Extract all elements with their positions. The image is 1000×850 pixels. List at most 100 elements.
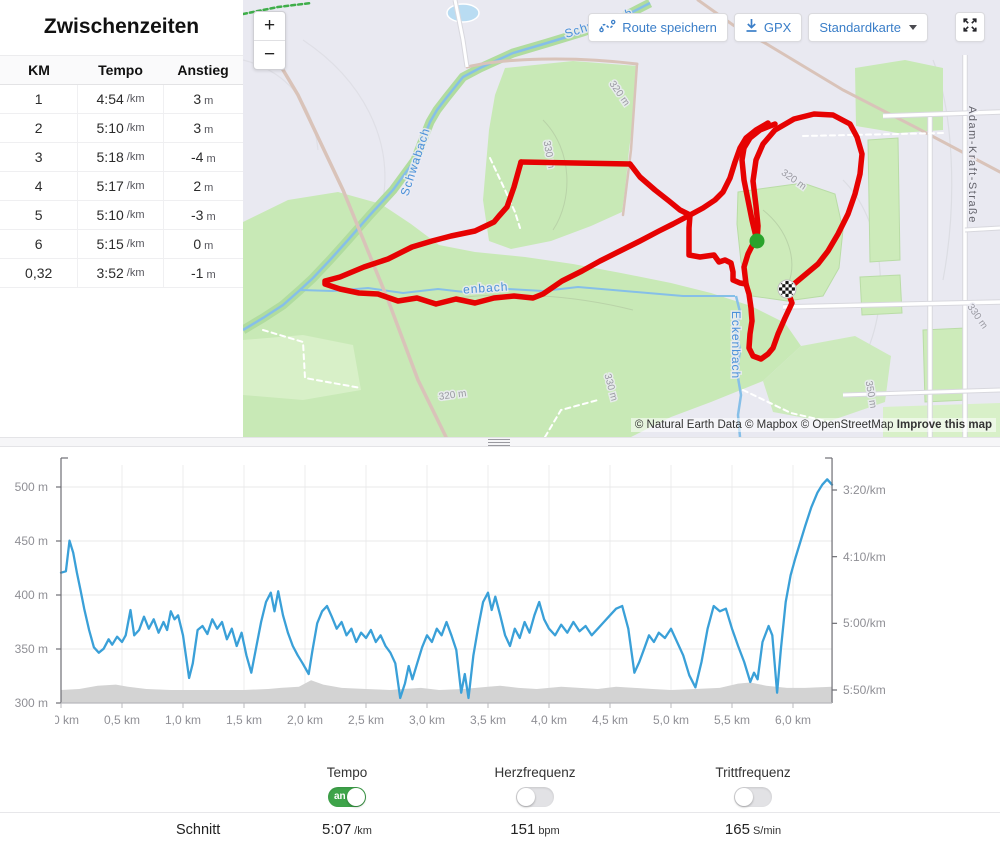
route-line — [741, 238, 795, 362]
drag-handle[interactable] — [488, 439, 510, 446]
toggle-block-herzfrequenz: Herzfrequenz — [465, 765, 605, 807]
summary-label: Schnitt — [176, 822, 221, 838]
split-km: 2 — [0, 114, 79, 142]
split-tempo: 5:10/km — [78, 201, 164, 229]
split-km: 4 — [0, 172, 79, 200]
pace-tick-label: 5:50/km — [843, 683, 886, 697]
map-attribution: © Natural Earth Data © Mapbox © OpenStre… — [630, 418, 996, 432]
split-row: 6 5:15/km 0 m — [0, 230, 243, 259]
toggle-switch-tempo[interactable]: an — [328, 787, 366, 807]
route-line — [518, 159, 633, 167]
x-axis-tick: 5,0 km — [653, 713, 689, 727]
split-tempo: 5:10/km — [78, 114, 164, 142]
map-toolbar: Route speichern GPX Standardkarte — [588, 12, 985, 42]
pace-elevation-chart: 0,0 km 0,5 km 1,0 km 1,5 km 2,0 km 2,5 km 3,0 … — [0, 447, 1000, 730]
split-row: 2 5:10/km 3 m — [0, 114, 243, 143]
zoom-out-button[interactable]: − — [263, 44, 276, 65]
x-axis-tick: 0,0 km — [55, 713, 79, 727]
x-axis-tick: 1,5 km — [226, 713, 262, 727]
elevation-tick-label: 450 m — [14, 534, 48, 548]
route-line — [739, 121, 778, 244]
toggle-switch-herzfrequenz[interactable] — [516, 787, 554, 807]
pace-tick-label: 5:00/km — [843, 616, 886, 631]
route-map[interactable]: SchwabachSchwabachenbachEckenbachAdam-Kr… — [243, 0, 1000, 437]
download-icon — [745, 18, 758, 36]
toggle-knob — [735, 788, 753, 806]
toggle-label: Tempo — [326, 765, 368, 780]
toggle-knob — [347, 788, 365, 806]
chart-plot[interactable]: 0,0 km 0,5 km 1,0 km 1,5 km 2,0 km 2,5 km 3,0 … — [55, 450, 839, 730]
split-tempo: 5:17/km — [78, 172, 164, 200]
save-route-button[interactable]: Route speichern — [588, 12, 728, 42]
split-km: 3 — [0, 143, 79, 171]
toggle-knob — [517, 788, 535, 806]
column-header-anstieg: Anstieg — [177, 62, 229, 78]
column-header-tempo: Tempo — [98, 62, 143, 78]
pace-tick-label: 3:20/km — [843, 483, 886, 497]
summary-value: 5:07/km — [322, 821, 372, 838]
elevation-tick-label: 300 m — [14, 696, 48, 710]
split-anstieg: -4 m — [191, 149, 216, 165]
toggle-switch-trittfrequenz[interactable] — [734, 787, 772, 807]
toggle-state-label: an — [334, 790, 346, 802]
elevation-tick-label: 350 m — [14, 642, 48, 656]
attribution-text: © Natural Earth Data © Mapbox © OpenStre… — [634, 419, 897, 431]
map-style-label: Standardkarte — [819, 19, 901, 35]
zoom-separator — [254, 40, 285, 41]
panel-divider — [0, 437, 1000, 447]
x-axis-tick: 0,5 km — [104, 713, 140, 727]
summary-value: 151 bpm — [510, 821, 560, 838]
chevron-down-icon — [909, 24, 917, 30]
toggle-label: Trittfrequenz — [715, 765, 791, 780]
x-axis-tick: 2,5 km — [348, 713, 384, 727]
route-line — [322, 159, 693, 307]
map-canvas[interactable]: SchwabachSchwabachenbachEckenbachAdam-Kr… — [243, 0, 1000, 437]
elevation-area — [61, 680, 832, 703]
finish-marker — [779, 281, 795, 297]
splits-table-header: KM Tempo Anstieg — [0, 55, 243, 85]
x-axis-tick: 2,0 km — [287, 713, 323, 727]
toggle-block-trittfrequenz: Trittfrequenz — [683, 765, 823, 807]
x-axis-tick: 1,0 km — [165, 713, 201, 727]
zoom-in-button[interactable]: + — [263, 15, 276, 36]
start-marker — [749, 233, 765, 249]
x-axis-tick: 6,0 km — [775, 713, 811, 727]
x-axis-tick: 3,5 km — [470, 713, 506, 727]
map-label: Adam-Kraft-Straße — [966, 106, 978, 224]
x-axis-tick: 4,0 km — [531, 713, 567, 727]
split-tempo: 5:18/km — [78, 143, 164, 171]
map-zoom-control: + − — [253, 11, 286, 70]
x-axis-tick: 5,5 km — [714, 713, 750, 727]
map-style-dropdown[interactable]: Standardkarte — [808, 12, 928, 42]
split-row: 1 4:54/km 3 m — [0, 85, 243, 114]
map-label: enbach — [463, 279, 509, 296]
split-anstieg: -1 m — [191, 265, 216, 281]
split-anstieg: -3 m — [191, 207, 216, 223]
column-header-km: KM — [28, 62, 50, 78]
splits-panel: Zwischenzeiten KM Tempo Anstieg 1 4:54/km… — [0, 0, 244, 437]
split-row: 0,32 3:52/km -1 m — [0, 259, 243, 288]
elevation-tick-label: 500 m — [14, 480, 48, 494]
gpx-download-button[interactable]: GPX — [733, 12, 803, 42]
splits-title: Zwischenzeiten — [43, 15, 200, 38]
split-row: 4 5:17/km 2 m — [0, 172, 243, 201]
toggle-label: Herzfrequenz — [494, 765, 576, 780]
split-km: 6 — [0, 230, 79, 258]
x-axis-tick: 3,0 km — [409, 713, 445, 727]
split-row: 3 5:18/km -4 m — [0, 143, 243, 172]
summary-divider — [0, 812, 1000, 813]
summary-value: 165 S/min — [724, 821, 782, 838]
split-km: 1 — [0, 85, 79, 113]
pace-line — [59, 478, 834, 700]
fullscreen-button[interactable] — [955, 12, 985, 42]
pace-tick-label: 4:10/km — [843, 549, 886, 564]
toggle-block-tempo: Tempo an — [277, 765, 417, 807]
split-row: 5 5:10/km -3 m — [0, 201, 243, 230]
splits-table-body: 1 4:54/km 3 m 2 5:10/km 3 m 3 5:18/km -4 m 4 5:17/km 2… — [0, 85, 243, 288]
route-line — [750, 111, 865, 292]
improve-map-link[interactable]: Improve this map — [896, 419, 992, 431]
elevation-tick-label: 400 m — [14, 588, 48, 602]
